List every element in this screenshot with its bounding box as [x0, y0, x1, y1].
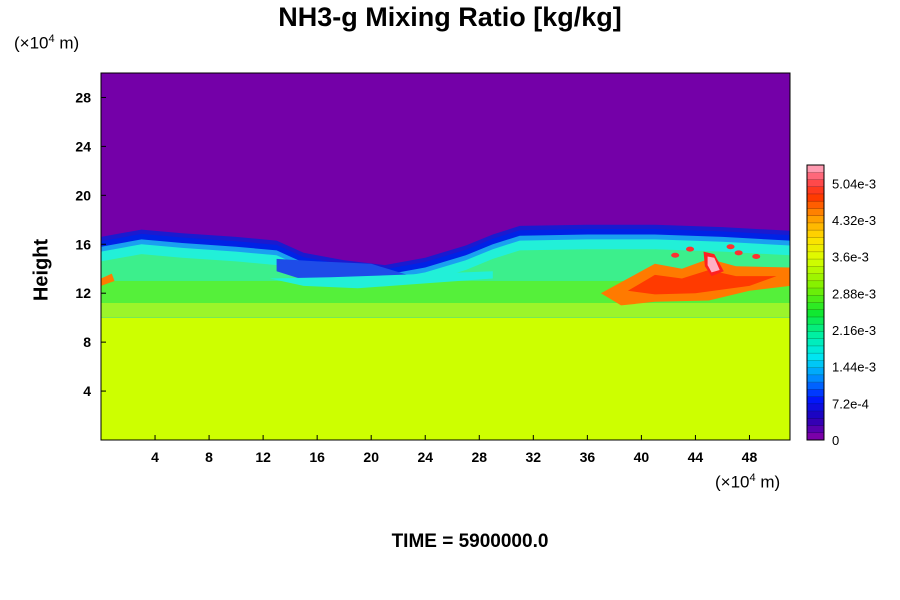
plot-frame	[100, 72, 791, 441]
x-tick-label-4: 20	[363, 449, 379, 465]
time-label: TIME = 5900000.0	[391, 531, 549, 552]
colorbar-step-27	[807, 237, 824, 245]
colorbar-label-0: 0	[832, 433, 839, 448]
colorbar-step-24	[807, 259, 824, 267]
colorbar-label-7: 5.04e-3	[832, 176, 876, 191]
colorbar-step-21	[807, 280, 824, 289]
colorbar-step-17	[807, 309, 824, 318]
colorbar-step-37	[807, 165, 824, 173]
x-tick-label-1: 8	[205, 449, 213, 465]
colorbar-step-6	[807, 389, 824, 397]
colorbar-step-12	[807, 345, 824, 354]
chart-title: NH3-g Mixing Ratio [kg/kg]	[278, 2, 622, 32]
colorbar-step-0	[807, 432, 824, 441]
y-axis-ticks: 4 8 12 16 20 24 28	[75, 89, 106, 399]
colorbar-label-4: 2.88e-3	[832, 286, 876, 301]
y-tick-label-1: 8	[83, 334, 91, 350]
colorbar-label-6: 4.32e-3	[832, 213, 876, 228]
x-tick-label-6: 28	[471, 449, 487, 465]
colorbar-step-15	[807, 324, 824, 332]
x-tick-label-2: 12	[255, 449, 271, 465]
red-speck-4	[726, 244, 735, 250]
colorbar-step-7	[807, 382, 824, 390]
red-speck-3	[752, 254, 761, 259]
colorbar-frame	[806, 164, 825, 441]
peak-patch	[707, 256, 720, 273]
x-tick-label-9: 40	[634, 449, 650, 465]
mixed-yellowgreen	[101, 302, 790, 318]
y-tick-label-2: 12	[75, 285, 91, 301]
colorbar-step-33	[807, 193, 824, 202]
colorbar-step-29	[807, 222, 824, 231]
colorbar-step-23	[807, 266, 824, 274]
colorbar-label-1: 7.2e-4	[832, 396, 869, 411]
colorbar-step-5	[807, 396, 824, 405]
y-tick-label-0: 4	[83, 383, 91, 399]
colorbar-step-34	[807, 186, 824, 195]
x-tick-label-5: 24	[417, 449, 433, 465]
colorbar-step-2	[807, 418, 824, 426]
colorbar-step-31	[807, 208, 824, 216]
y-tick-label-4: 20	[75, 187, 91, 203]
colorbar-step-20	[807, 288, 824, 296]
colorbar-label-3: 2.16e-3	[832, 323, 876, 338]
colorbar-step-10	[807, 360, 824, 368]
lower-layer	[101, 317, 790, 440]
colorbar-step-9	[807, 367, 824, 376]
colorbar-step-13	[807, 338, 824, 347]
x-axis-unit: (×104 m)	[715, 472, 781, 492]
colorbar-step-32	[807, 201, 824, 209]
colorbar-step-35	[807, 179, 824, 188]
y-tick-label-5: 24	[75, 138, 91, 154]
colorbar-step-22	[807, 273, 824, 282]
x-tick-label-7: 32	[526, 449, 542, 465]
y-tick-label-3: 16	[75, 236, 91, 252]
x-tick-label-8: 36	[580, 449, 596, 465]
red-speck-0	[671, 252, 680, 258]
colorbar-step-26	[807, 244, 824, 253]
red-speck-2	[734, 250, 743, 256]
colorbar-step-11	[807, 353, 824, 361]
y-tick-label-6: 28	[75, 89, 91, 105]
heatmap-field	[101, 73, 790, 440]
colorbar-step-14	[807, 331, 824, 339]
colorbar-step-18	[807, 302, 824, 311]
colorbar-step-30	[807, 215, 824, 224]
y-axis-unit: (×104 m)	[14, 33, 80, 53]
x-tick-label-3: 16	[309, 449, 325, 465]
colorbar-label-5: 3.6e-3	[832, 250, 869, 265]
cyan-pocket	[269, 271, 493, 289]
colorbar-step-36	[807, 172, 824, 180]
left-edge-patch	[101, 273, 115, 286]
enhanced-core	[627, 270, 777, 295]
colorbar-label-2: 1.44e-3	[832, 360, 876, 375]
x-tick-label-0: 4	[151, 449, 159, 465]
colorbar-step-28	[807, 230, 824, 238]
x-axis-ticks: 4 8 12 16 20 24 28 32 36 40 44 48	[151, 435, 757, 465]
colorbar-step-4	[807, 403, 824, 412]
colorbar-step-16	[807, 316, 824, 325]
red-speck-1	[686, 246, 695, 252]
colorbar: 0 7.2e-4 1.44e-3 2.16e-3 2.88e-3 3.6e-3 4.32e-…	[806, 164, 876, 448]
x-tick-label-10: 44	[688, 449, 704, 465]
colorbar-step-8	[807, 374, 824, 383]
colorbar-step-19	[807, 295, 824, 303]
colorbar-step-25	[807, 251, 824, 260]
colorbar-step-3	[807, 411, 824, 419]
x-tick-label-11: 48	[742, 449, 758, 465]
colorbar-step-1	[807, 425, 824, 434]
